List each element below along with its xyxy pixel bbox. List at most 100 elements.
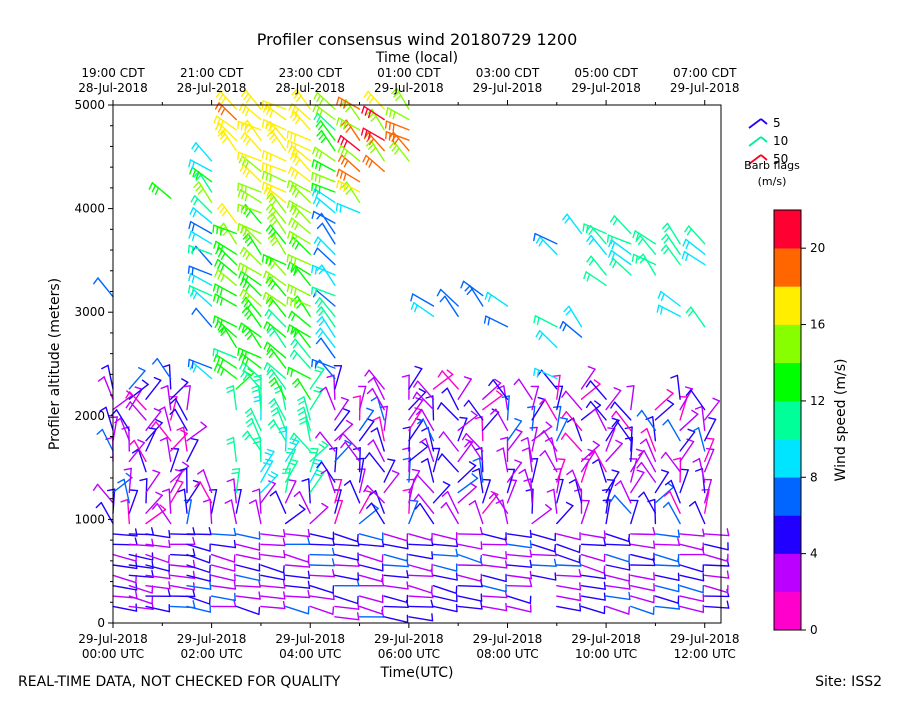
wind-barb-flag [579, 545, 580, 552]
wind-barb-flag [637, 470, 644, 472]
wind-barb-flag [365, 453, 369, 459]
wind-barb-shaft [458, 596, 481, 601]
top-tick-time: 05:00 CDT [574, 66, 638, 80]
wind-barb-flag [194, 199, 198, 205]
wind-barb-flag [263, 182, 264, 189]
wind-barb-flag [298, 407, 304, 411]
wind-barb-flag [218, 273, 221, 279]
wind-barb-flag [703, 529, 704, 536]
wind-barb-flag [689, 310, 694, 315]
wind-barb-flag [317, 317, 322, 322]
x-tick-date: 29-Jul-2018 [78, 632, 148, 646]
wind-barb-shaft [668, 420, 680, 441]
wind-barb-flag [604, 582, 605, 589]
wind-barb-flag [189, 274, 191, 281]
wind-barb-shaft [409, 471, 420, 493]
wind-barb-flag [639, 239, 643, 245]
colorbar-segment [774, 439, 801, 477]
wind-barb-flag [296, 118, 300, 124]
wind-barb-flag [136, 529, 137, 536]
wind-barb-flag [562, 391, 566, 397]
wind-barb-flag [316, 162, 318, 169]
wind-barb-flag [319, 134, 324, 139]
wind-barb-flag [316, 328, 320, 334]
wind-barb-flag [240, 290, 243, 296]
wind-barb-flag [269, 378, 274, 383]
wind-barb-flag [431, 600, 433, 607]
wind-barb-shaft [582, 534, 606, 538]
wind-barb-shaft [276, 491, 286, 513]
wind-barb-flag [218, 366, 221, 372]
wind-barb-flag [263, 120, 264, 127]
wind-barb-flag [319, 320, 324, 325]
wind-barb-shaft [582, 565, 605, 573]
wind-barb-shaft [671, 481, 680, 503]
wind-barb-flag [284, 573, 285, 580]
wind-barb-shaft [384, 586, 408, 589]
wind-barb-flag [221, 253, 225, 259]
wind-barb-shaft [434, 575, 458, 580]
wind-barb-shaft [409, 565, 432, 571]
wind-barb-shaft [384, 544, 408, 548]
wind-barb-flag [312, 266, 313, 273]
wind-barb-flag [658, 292, 661, 299]
wind-barb-flag [238, 152, 239, 159]
wind-barb-flag [242, 206, 243, 213]
wind-barb-shaft [335, 565, 359, 566]
wind-barb-flag [246, 409, 251, 414]
wind-barbs [94, 89, 729, 623]
wind-barb-flag [295, 300, 296, 307]
wind-barb-shaft [171, 482, 183, 503]
wind-barb-shaft [335, 501, 342, 524]
wind-barb-flag [690, 502, 696, 506]
wind-barb-flag [413, 470, 420, 471]
wind-barb-flag [143, 380, 149, 384]
wind-barb-flag [264, 271, 267, 278]
wind-barb-flag [403, 427, 410, 428]
wind-barb-flag [637, 411, 642, 416]
wind-barb-flag [291, 257, 292, 264]
wind-barb-flag [269, 420, 274, 425]
wind-barb-flag [612, 411, 616, 417]
top-tick-time: 01:00 CDT [377, 66, 441, 80]
wind-barb-flag [192, 287, 193, 294]
wind-barb-shaft [360, 508, 379, 523]
wind-barb-flag [371, 116, 376, 121]
wind-barb-shaft [655, 534, 679, 537]
wind-barb-flag [291, 183, 293, 190]
wind-barb-flag [152, 185, 155, 191]
wind-barb-flag [668, 400, 674, 404]
wind-barb-shaft [448, 492, 459, 514]
wind-barb-flag [686, 307, 691, 312]
wind-barb-shaft [146, 423, 162, 441]
wind-barb-flag [295, 223, 298, 229]
wind-barb-flag [245, 331, 250, 336]
wind-barb-flag [681, 469, 688, 470]
wind-barb-flag [693, 428, 699, 432]
wind-barb-shaft [360, 565, 383, 571]
wind-barb-flag [238, 183, 239, 190]
wind-barb-flag [263, 151, 264, 158]
wind-barb-flag [534, 369, 535, 376]
wind-barb-flag [587, 274, 589, 281]
wind-barb-flag [683, 239, 686, 245]
wind-barb-flag [149, 183, 152, 189]
colorbar-segment [774, 210, 801, 248]
top-tick-time: 21:00 CDT [180, 66, 244, 80]
wind-barb-flag [223, 230, 228, 235]
wind-barb-shaft [582, 555, 605, 562]
wind-barb-shaft [670, 492, 680, 514]
wind-barb-flag [302, 479, 309, 481]
wind-barb-flag [214, 355, 216, 362]
colorbar-segment [774, 592, 801, 630]
wind-barb-flag [555, 573, 556, 580]
wind-barb-flag [287, 452, 294, 453]
wind-barb-flag [589, 229, 593, 235]
wind-barb-shaft [458, 544, 482, 549]
wind-barb-shaft [483, 412, 499, 430]
wind-barb-flag [611, 216, 615, 222]
wind-barb-flag [665, 227, 670, 232]
wind-barb-flag [262, 101, 263, 108]
wind-barb-shaft [434, 485, 450, 503]
wind-barb-shaft [377, 428, 384, 451]
